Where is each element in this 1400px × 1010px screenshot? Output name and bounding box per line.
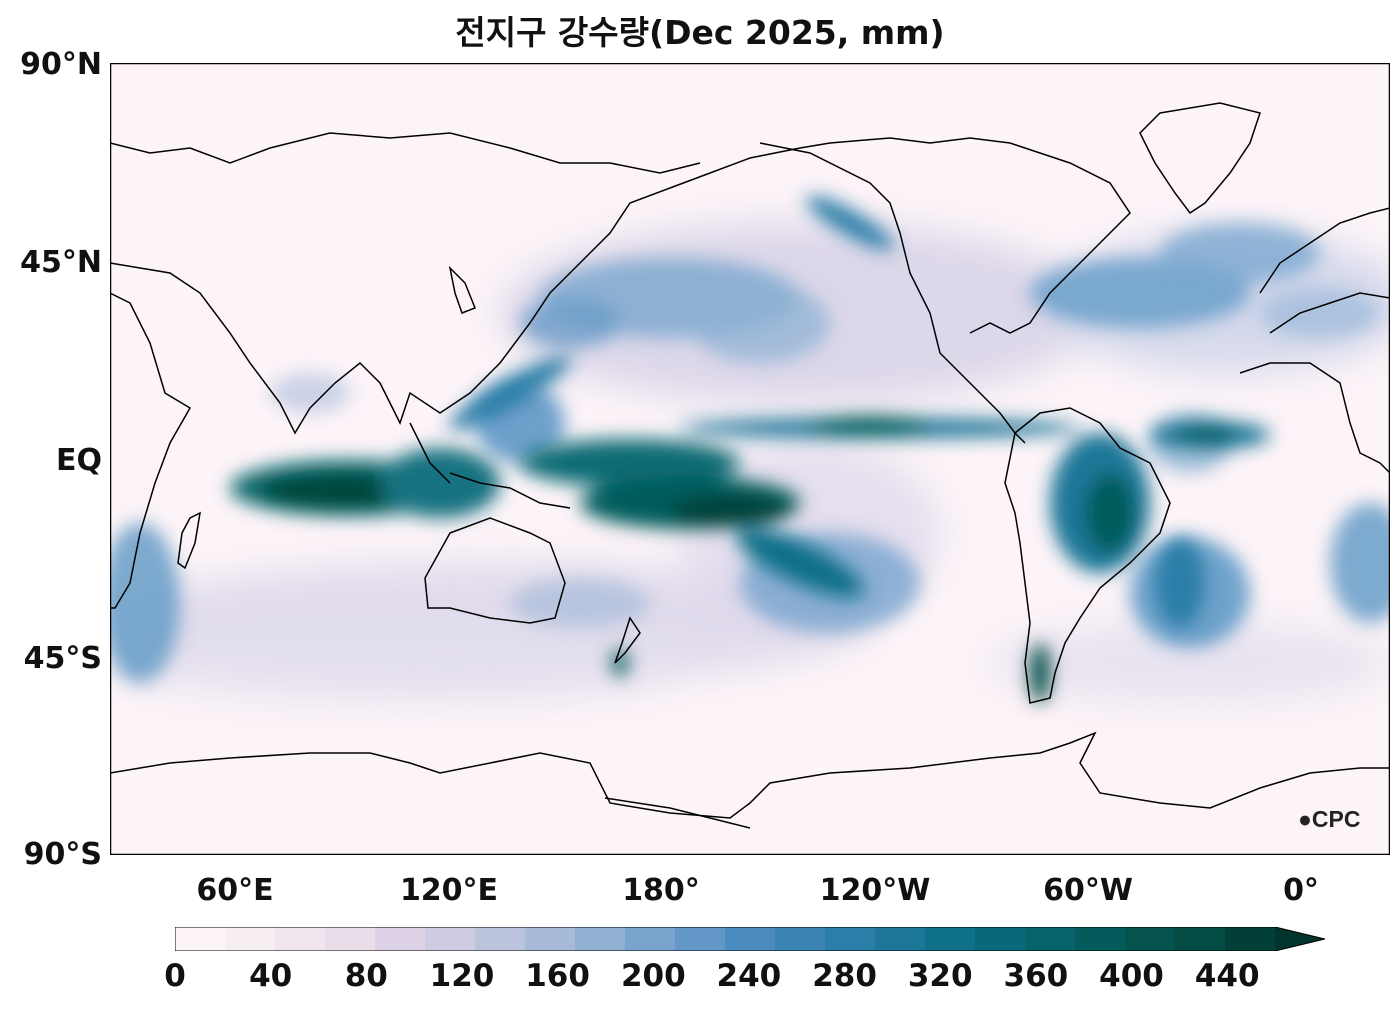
colorbar-segment — [275, 927, 326, 951]
cpc-logo: ●CPC — [1298, 806, 1360, 833]
precipitation-map — [110, 63, 1390, 855]
colorbar-segment — [625, 927, 676, 951]
colorbar — [175, 927, 1325, 951]
colorbar-segment — [775, 927, 826, 951]
colorbar-tick-label: 120 — [429, 958, 495, 994]
lat-label-90n: 90°N — [20, 47, 102, 82]
lat-label-45s: 45°S — [23, 641, 102, 676]
colorbar-segment — [825, 927, 876, 951]
colorbar-tick-label: 240 — [716, 958, 782, 994]
colorbar-segment — [375, 927, 426, 951]
map-frame — [110, 63, 1390, 855]
lat-label-90s: 90°S — [23, 837, 102, 872]
colorbar-segment — [925, 927, 976, 951]
lon-label-120e: 120°E — [399, 873, 499, 908]
colorbar-tick-label: 40 — [249, 958, 293, 994]
lon-label-0: 0° — [1283, 873, 1319, 908]
colorbar-tick-label: 0 — [164, 958, 186, 994]
colorbar-segment — [575, 927, 626, 951]
map-title: 전지구 강수량(Dec 2025, mm) — [455, 13, 945, 52]
lon-label-60e: 60°E — [196, 873, 274, 908]
colorbar-segment — [325, 927, 376, 951]
lon-label-180: 180° — [622, 873, 700, 908]
colorbar-segment — [725, 927, 776, 951]
colorbar-tick-label: 80 — [344, 958, 388, 994]
colorbar-segment — [425, 927, 476, 951]
colorbar-segment — [525, 927, 576, 951]
colorbar-segment — [475, 927, 526, 951]
colorbar-tick-label: 400 — [1099, 958, 1164, 994]
colorbar-segment — [1125, 927, 1176, 951]
moderate-rain-areas — [110, 223, 1390, 683]
colorbar-extension — [1275, 927, 1325, 951]
colorbar-segment — [975, 927, 1026, 951]
colorbar-tick-label: 280 — [812, 958, 877, 994]
logo-mark-icon: ● — [1298, 806, 1312, 832]
coastlines — [110, 102, 1390, 829]
colorbar-tick-label: 160 — [525, 958, 590, 994]
colorbar-segment — [675, 927, 726, 951]
lon-label-120w: 120°W — [819, 873, 931, 908]
colorbar-segment — [1025, 927, 1076, 951]
colorbar-segment — [1075, 927, 1126, 951]
colorbar-tick-label: 320 — [907, 958, 973, 994]
lat-label-45n: 45°N — [20, 245, 102, 280]
colorbar-outline — [175, 927, 1325, 951]
colorbar-segment — [175, 927, 226, 951]
colorbar-tick-label: 200 — [620, 958, 686, 994]
lon-label-60w: 60°W — [1043, 873, 1133, 908]
logo-text: CPC — [1311, 806, 1361, 832]
colorbar-tick-label: 360 — [1003, 958, 1069, 994]
colorbar-segment — [1225, 927, 1276, 951]
colorbar-segment — [875, 927, 926, 951]
colorbar-segment — [225, 927, 276, 951]
colorbar-segment — [1175, 927, 1226, 951]
lat-label-eq: EQ — [56, 443, 102, 478]
colorbar-tick-label: 440 — [1194, 958, 1260, 994]
heavy-rain-bands — [230, 195, 1270, 703]
